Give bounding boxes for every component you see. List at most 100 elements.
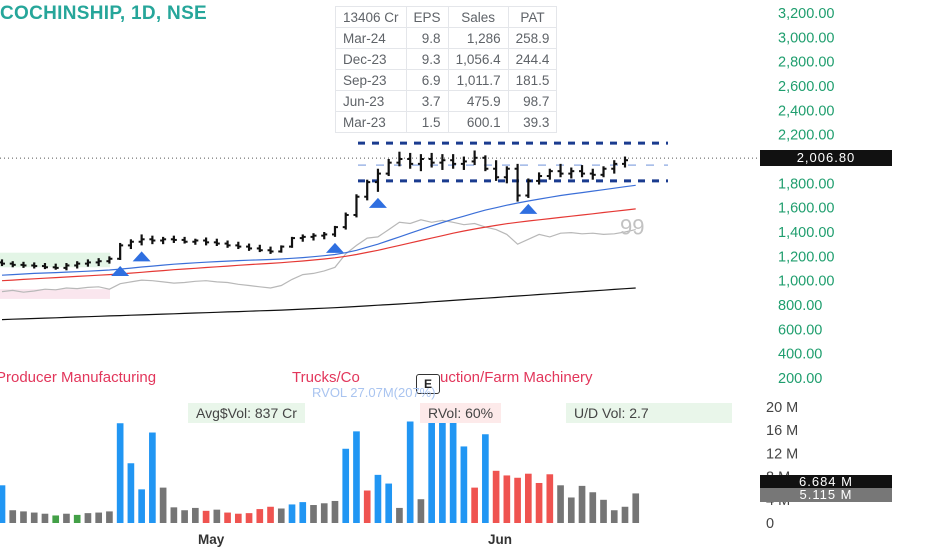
sector-label: Producer Manufacturing bbox=[0, 369, 157, 386]
quarter-cell: Sep-23 bbox=[335, 69, 407, 91]
slow-moving-average bbox=[1, 287, 636, 321]
pat-cell: 39.3 bbox=[507, 111, 558, 133]
table-row: Jun-23 3.7 475.9 98.7 bbox=[335, 90, 558, 112]
volume-bar bbox=[149, 432, 156, 523]
volume-bar bbox=[363, 490, 371, 523]
pink-zone bbox=[0, 289, 110, 299]
volume-bar bbox=[482, 434, 489, 523]
price-axis-tick: 1,600.00 bbox=[778, 201, 834, 217]
volume-label-secondary: 5.115 M bbox=[760, 488, 892, 502]
volume-bar bbox=[84, 513, 92, 523]
buy-arrow-marker bbox=[368, 197, 387, 208]
volume-bar bbox=[578, 485, 586, 523]
volume-bar bbox=[439, 417, 446, 523]
pat-cell: 258.9 bbox=[507, 27, 558, 49]
volume-bar bbox=[73, 514, 81, 523]
volume-bar bbox=[396, 507, 403, 523]
volume-bar bbox=[492, 470, 500, 523]
fundamentals-table: 13406 Cr EPS Sales PAT Mar-24 9.8 1,286 … bbox=[335, 6, 558, 133]
table-row: Sep-23 6.9 1,011.7 181.5 bbox=[335, 69, 558, 91]
pat-cell: 244.4 bbox=[507, 48, 558, 70]
volume-bar bbox=[181, 510, 188, 523]
volume-bar bbox=[116, 423, 124, 523]
table-row: Mar-24 9.8 1,286 258.9 bbox=[335, 27, 558, 49]
sales-cell: 1,286 bbox=[447, 27, 509, 49]
volume-axis-tick: 20 M bbox=[766, 400, 798, 416]
up-down-volume-badge: U/D Vol: 2.7 bbox=[566, 403, 732, 423]
green-zone bbox=[0, 252, 110, 268]
sales-cell: 1,056.4 bbox=[447, 48, 509, 70]
volume-bar bbox=[342, 448, 350, 523]
volume-bar bbox=[460, 446, 468, 523]
price-axis-tick: 3,000.00 bbox=[778, 30, 834, 46]
volume-axis-tick: 0 bbox=[766, 516, 774, 532]
volume-bar bbox=[170, 507, 178, 523]
pat-cell: 98.7 bbox=[507, 90, 558, 112]
volume-bar bbox=[224, 512, 231, 523]
volume-bar bbox=[610, 510, 618, 523]
volume-bar bbox=[567, 497, 575, 523]
price-axis-tick: 400.00 bbox=[778, 347, 822, 363]
x-axis-label: Jun bbox=[488, 532, 512, 547]
price-axis-tick: 2,800.00 bbox=[778, 55, 834, 71]
volume-bar bbox=[299, 502, 307, 523]
price-axis-tick: 3,200.00 bbox=[778, 6, 834, 22]
relative-volume-text: RVOL 27.07M(207%) bbox=[312, 385, 436, 400]
price-axis-tick: 600.00 bbox=[778, 322, 822, 338]
price-axis-tick: 2,400.00 bbox=[778, 103, 834, 119]
volume-bar bbox=[0, 485, 6, 523]
volume-bar bbox=[546, 474, 554, 523]
price-axis-tick: 2,600.00 bbox=[778, 79, 834, 95]
volume-bar bbox=[288, 504, 296, 523]
price-axis-tick: 2,200.00 bbox=[778, 128, 834, 144]
volume-bar bbox=[9, 510, 17, 523]
rs-line bbox=[1, 219, 636, 293]
volume-bar bbox=[41, 513, 49, 523]
table-row: Dec-23 9.3 1,056.4 244.4 bbox=[335, 48, 558, 70]
volume-bar bbox=[417, 499, 425, 523]
fundamentals-header-row: 13406 Cr EPS Sales PAT bbox=[335, 6, 558, 28]
volume-bar bbox=[535, 482, 543, 523]
quarter-cell: Dec-23 bbox=[335, 48, 407, 70]
eps-header: EPS bbox=[405, 6, 449, 28]
volume-bar bbox=[428, 407, 435, 523]
volume-bar bbox=[385, 483, 393, 523]
price-axis-tick: 200.00 bbox=[778, 371, 822, 387]
rvol-badge: RVol: 60% bbox=[420, 403, 502, 423]
price-axis-tick: 1,400.00 bbox=[778, 225, 834, 241]
table-row: Mar-23 1.5 600.1 39.3 bbox=[335, 111, 558, 133]
volume-bar bbox=[524, 473, 532, 523]
price-axis-tick: 1,800.00 bbox=[778, 176, 834, 192]
volume-bar bbox=[202, 510, 210, 523]
volume-bar bbox=[600, 499, 607, 523]
volume-bar bbox=[353, 431, 360, 523]
volume-bar bbox=[95, 512, 103, 523]
volume-bar bbox=[267, 506, 274, 523]
eps-cell: 3.7 bbox=[405, 90, 449, 112]
buy-arrow-marker bbox=[325, 242, 344, 253]
volume-bar bbox=[213, 509, 221, 523]
volume-bar bbox=[632, 493, 640, 523]
volume-bar bbox=[20, 511, 27, 523]
volume-bar bbox=[63, 513, 70, 523]
pat-cell: 181.5 bbox=[507, 69, 558, 91]
volume-axis-tick: 12 M bbox=[766, 446, 798, 462]
volume-bar bbox=[127, 463, 135, 523]
eps-cell: 1.5 bbox=[405, 111, 449, 133]
sales-header: Sales bbox=[447, 6, 509, 28]
buy-arrow-marker bbox=[111, 265, 130, 276]
symbol-title[interactable]: COCHINSHIP, 1D, NSE bbox=[0, 3, 208, 24]
quarter-cell: Jun-23 bbox=[335, 90, 407, 112]
eps-cell: 9.3 bbox=[405, 48, 449, 70]
rs-rating-label: 99 bbox=[620, 214, 644, 239]
industry-label-end: uction/Farm Machinery bbox=[440, 369, 593, 386]
buy-arrow-marker bbox=[132, 251, 151, 262]
pat-header: PAT bbox=[507, 6, 558, 28]
earnings-marker[interactable]: E bbox=[416, 374, 440, 394]
volume-bar bbox=[138, 489, 145, 523]
volume-bar bbox=[245, 513, 253, 523]
volume-bar bbox=[589, 492, 597, 523]
volume-bar bbox=[310, 505, 317, 523]
eps-cell: 9.8 bbox=[405, 27, 449, 49]
price-axis-tick: 1,200.00 bbox=[778, 249, 834, 265]
